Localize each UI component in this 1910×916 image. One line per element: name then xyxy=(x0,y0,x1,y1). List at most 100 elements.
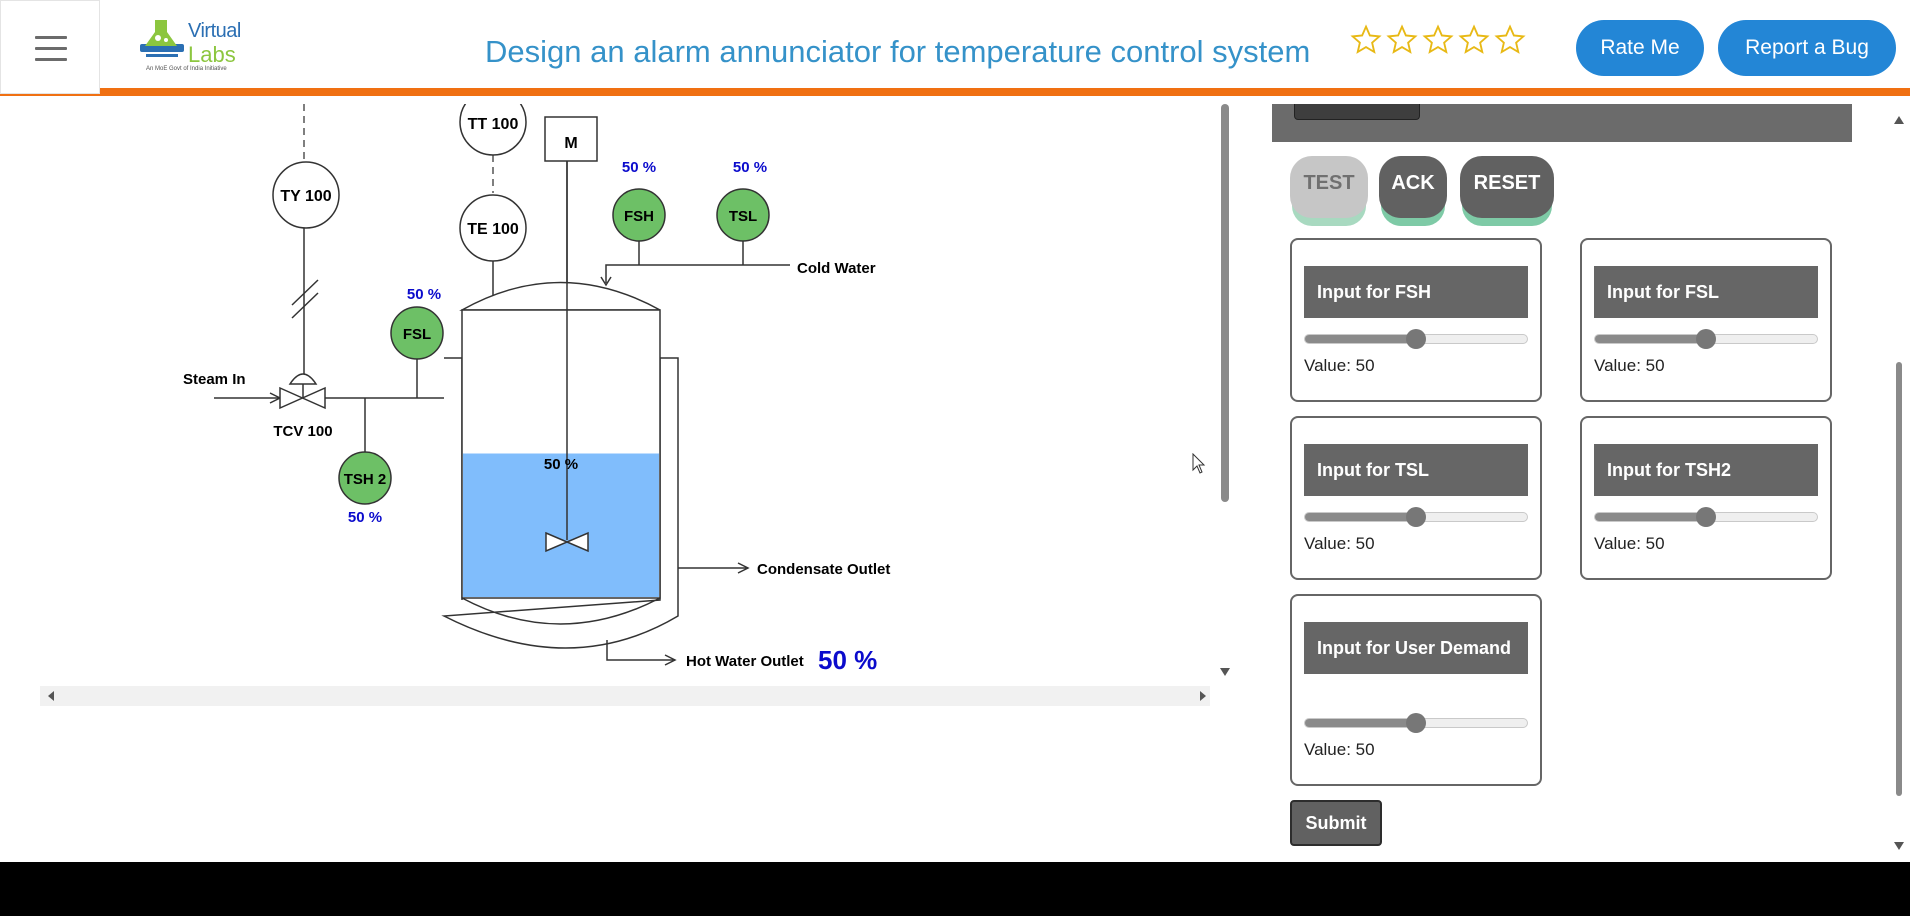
hot-water-outlet-label: Hot Water Outlet xyxy=(686,653,804,670)
tt100-label: TT 100 xyxy=(468,116,519,133)
slider-fill xyxy=(1595,335,1706,343)
hot-water-line xyxy=(606,640,675,661)
slider-value-text: Value: 50 xyxy=(1594,534,1665,553)
slider-fill xyxy=(1305,719,1416,727)
process-diagram: TY 100 TT 100 TE 100 M 50 % xyxy=(183,104,890,675)
menu-icon-bar xyxy=(35,47,67,50)
tank-dome xyxy=(459,281,661,311)
tsh2-switch[interactable] xyxy=(338,451,392,505)
input-card-title: Input for FSH xyxy=(1304,266,1528,318)
tsh2-slider[interactable] xyxy=(1594,507,1818,527)
pneumatic-signal-mark xyxy=(291,279,319,306)
slider-fill xyxy=(1305,513,1416,521)
panel-top-bar xyxy=(1272,104,1852,142)
ack-button[interactable]: ACK xyxy=(1379,156,1447,218)
star-icon[interactable] xyxy=(1350,24,1382,56)
tsl-label: TSL xyxy=(729,208,757,225)
hot-water-reading: 50 % xyxy=(818,645,877,675)
motor-label: M xyxy=(564,135,577,152)
tank-water-level xyxy=(463,453,659,597)
fsl-reading: 50 % xyxy=(407,286,441,303)
scroll-thumb[interactable] xyxy=(1896,362,1902,796)
input-card-fsh: Input for FSH Value: 50 xyxy=(1290,238,1542,402)
diagram-vertical-scrollbar[interactable] xyxy=(1216,104,1234,682)
test-button[interactable]: TEST xyxy=(1290,156,1368,218)
fsh-label: FSH xyxy=(624,208,654,225)
panel-top-tab xyxy=(1294,104,1420,120)
panel-vertical-scrollbar[interactable] xyxy=(1890,104,1908,862)
star-icon[interactable] xyxy=(1458,24,1490,56)
logo-labs-text: Labs xyxy=(188,42,236,67)
reset-button[interactable]: RESET xyxy=(1460,156,1554,218)
logo-tagline: An MoE Govt of India Initiative xyxy=(146,66,227,72)
menu-button[interactable] xyxy=(0,0,100,94)
tsh2-reading: 50 % xyxy=(348,509,382,526)
report-bug-button[interactable]: Report a Bug xyxy=(1718,20,1896,76)
tank-level-reading: 50 % xyxy=(544,456,578,473)
alarm-control-panel: TEST ACK RESET Input for FSH Value: 50 I… xyxy=(1236,104,1906,862)
horizontal-scrollbar[interactable] xyxy=(40,686,1210,706)
condensate-outlet-label: Condensate Outlet xyxy=(757,561,890,578)
slider-value-text: Value: 50 xyxy=(1594,356,1665,375)
input-card-user-demand: Input for User Demand Value: 50 xyxy=(1290,594,1542,786)
valve-actuator-icon xyxy=(288,373,318,385)
ty100-instrument xyxy=(272,161,340,229)
tsh2-label: TSH 2 xyxy=(344,471,387,488)
input-card-title: Input for TSL xyxy=(1304,444,1528,496)
scroll-down-icon[interactable] xyxy=(1894,842,1904,850)
slider-fill xyxy=(1595,513,1706,521)
steam-in-label: Steam In xyxy=(183,371,246,388)
scroll-left-icon[interactable] xyxy=(48,691,54,701)
star-icon[interactable] xyxy=(1494,24,1526,56)
page-title: Design an alarm annunciator for temperat… xyxy=(485,34,1311,69)
slider-thumb[interactable] xyxy=(1696,329,1716,349)
ty100-label: TY 100 xyxy=(280,188,331,205)
input-card-title: Input for FSL xyxy=(1594,266,1818,318)
tt100-instrument xyxy=(459,104,527,156)
app-window: Virtual Labs An MoE Govt of India Initia… xyxy=(0,0,1910,862)
slider-thumb[interactable] xyxy=(1406,507,1426,527)
slider-value-text: Value: 50 xyxy=(1304,740,1375,759)
slider-value-text: Value: 50 xyxy=(1304,534,1375,553)
te100-label: TE 100 xyxy=(467,221,519,238)
slider-thumb[interactable] xyxy=(1406,713,1426,733)
fsl-label: FSL xyxy=(403,326,431,343)
tcv100-label: TCV 100 xyxy=(273,423,332,440)
virtual-labs-logo[interactable]: Virtual Labs An MoE Govt of India Initia… xyxy=(138,14,250,80)
tsl-reading: 50 % xyxy=(733,159,767,176)
menu-icon xyxy=(35,36,67,39)
mouse-cursor-icon xyxy=(1192,453,1206,474)
agitator-impeller-icon xyxy=(545,531,589,553)
slider-value-text: Value: 50 xyxy=(1304,356,1375,375)
input-card-title: Input for TSH2 xyxy=(1594,444,1818,496)
scroll-right-icon[interactable] xyxy=(1200,691,1206,701)
agitator-motor xyxy=(544,116,598,162)
tsl-slider[interactable] xyxy=(1304,507,1528,527)
user-demand-slider[interactable] xyxy=(1304,713,1528,733)
input-card-tsh2: Input for TSH2 Value: 50 xyxy=(1580,416,1832,580)
diagram-panel: TY 100 TT 100 TE 100 M 50 % xyxy=(0,104,1235,710)
scroll-down-icon[interactable] xyxy=(1220,668,1230,676)
slider-fill xyxy=(1305,335,1416,343)
menu-icon-bar xyxy=(35,58,67,61)
slider-thumb[interactable] xyxy=(1406,329,1426,349)
scroll-arrows xyxy=(48,691,1206,701)
header: Virtual Labs An MoE Govt of India Initia… xyxy=(0,0,1910,96)
input-card-fsl: Input for FSL Value: 50 xyxy=(1580,238,1832,402)
cold-water-label: Cold Water xyxy=(797,260,876,277)
fsh-reading: 50 % xyxy=(622,159,656,176)
scroll-thumb[interactable] xyxy=(1221,104,1229,502)
fsl-slider[interactable] xyxy=(1594,329,1818,349)
scroll-up-icon[interactable] xyxy=(1894,116,1904,124)
star-icon[interactable] xyxy=(1386,24,1418,56)
input-card-tsl: Input for TSL Value: 50 xyxy=(1290,416,1542,580)
fsh-slider[interactable] xyxy=(1304,329,1528,349)
slider-thumb[interactable] xyxy=(1696,507,1716,527)
input-card-title: Input for User Demand xyxy=(1304,622,1528,674)
logo-virtual-text: Virtual xyxy=(188,20,241,42)
star-icon[interactable] xyxy=(1422,24,1454,56)
rate-me-button[interactable]: Rate Me xyxy=(1576,20,1704,76)
submit-button[interactable]: Submit xyxy=(1290,800,1382,846)
cold-water-line xyxy=(605,264,790,283)
rating-stars xyxy=(1350,24,1526,58)
